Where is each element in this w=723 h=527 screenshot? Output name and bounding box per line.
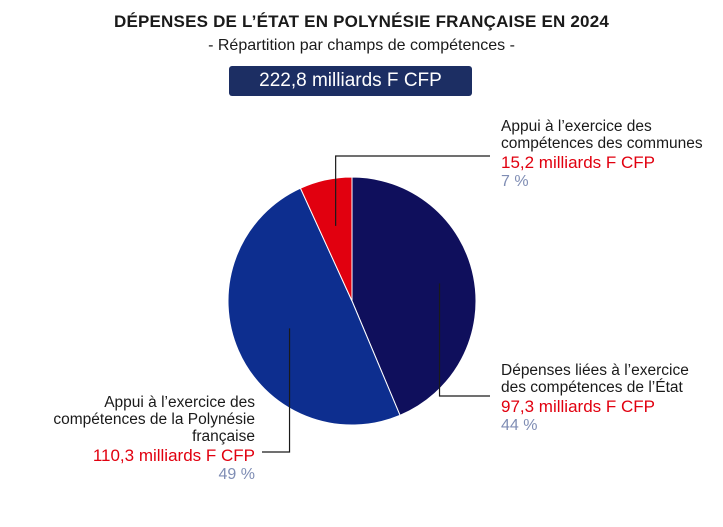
label-communes-name: Appui à l’exercice des compétences des c…: [501, 118, 703, 152]
total-badge: 222,8 milliards F CFP: [229, 66, 472, 96]
label-polynesie: Appui à l’exercice des compétences de la…: [12, 394, 255, 484]
leader-line-communes: [335, 155, 490, 226]
chart-title: DÉPENSES DE L’ÉTAT EN POLYNÉSIE FRANÇAIS…: [113, 12, 610, 31]
label-communes-amount: 15,2 milliards F CFP: [501, 153, 655, 172]
label-etat-amount: 97,3 milliards F CFP: [501, 397, 655, 416]
label-polynesie-amount: 110,3 milliards F CFP: [92, 446, 255, 465]
leader-line-etat: [438, 283, 490, 397]
label-etat-name: Dépenses liées à l’exercice des compéten…: [501, 362, 689, 396]
leader-line-polynesie: [262, 328, 291, 453]
label-communes: Appui à l’exercice des compétences des c…: [501, 118, 711, 191]
label-polynesie-name: Appui à l’exercice des compétences de la…: [53, 394, 255, 445]
pie-slice-communes: [299, 176, 353, 302]
label-etat: Dépenses liées à l’exercice des compéten…: [501, 362, 711, 435]
label-communes-percent: 7 %: [501, 173, 529, 190]
label-polynesie-percent: 49 %: [218, 466, 255, 483]
label-etat-percent: 44 %: [501, 417, 538, 434]
pie-slice-polynesie: [227, 187, 401, 426]
chart-subtitle: - Répartition par champs de compétences …: [208, 37, 515, 54]
pie-slice-etat: [351, 176, 477, 416]
